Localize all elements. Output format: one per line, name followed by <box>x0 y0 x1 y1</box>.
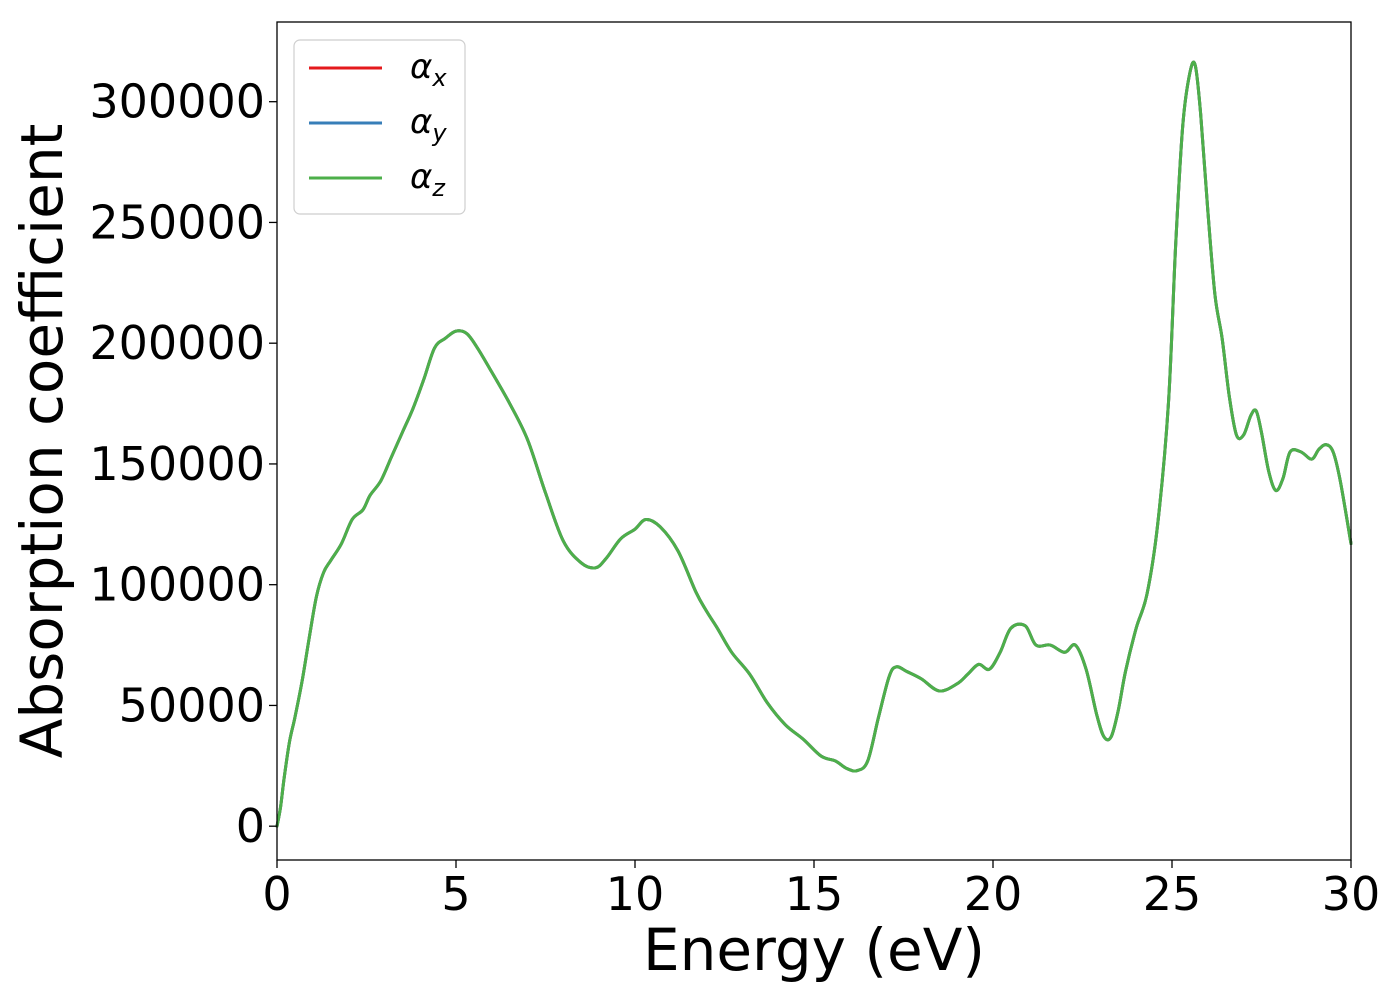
y-tick-label: 300000 <box>89 75 265 129</box>
y-tick-label: 200000 <box>89 316 265 370</box>
x-tick-label: 5 <box>441 867 470 921</box>
y-axis-label: Absorption coefficient <box>8 124 76 759</box>
y-tick-label: 50000 <box>119 678 265 732</box>
legend-box <box>293 39 466 215</box>
y-ticks: 0 50000 100000 150000 200000 250000 300000 <box>89 75 277 853</box>
x-tick-label: 10 <box>606 867 665 921</box>
x-axis-label: Energy (eV) <box>643 916 985 984</box>
x-tick-label: 20 <box>964 867 1023 921</box>
x-tick-label: 30 <box>1322 867 1381 921</box>
x-tick-label: 15 <box>785 867 844 921</box>
x-ticks: 0 5 10 15 20 25 30 <box>262 860 1380 921</box>
series-layer <box>275 60 1353 828</box>
series-line-z <box>275 60 1353 828</box>
y-tick-label: 0 <box>236 799 265 853</box>
y-tick-label: 100000 <box>89 558 265 612</box>
x-tick-label: 25 <box>1143 867 1202 921</box>
x-tick-label: 0 <box>262 867 291 921</box>
y-tick-label: 150000 <box>89 437 265 491</box>
y-tick-label: 250000 <box>89 195 265 249</box>
